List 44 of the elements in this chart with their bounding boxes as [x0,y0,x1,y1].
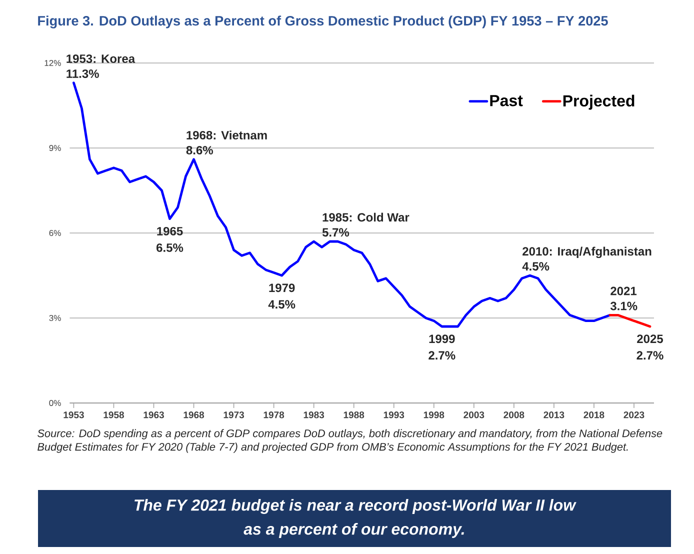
x-tick-label: 2018 [584,412,604,418]
annotation: 1999 [429,334,455,344]
data-label: 3.1% [610,302,638,310]
x-tick-label: 1968 [184,412,204,418]
x-tick-label: 2008 [504,412,524,418]
x-tick-label: 1998 [424,412,444,418]
data-label: 4.5% [268,300,296,309]
data-label: 11.3% [66,69,99,78]
x-tick-label: 2013 [544,412,564,418]
data-label: 5.7% [322,228,350,237]
annotation: 2025 [637,334,663,344]
annotation: 1953: Korea [66,54,136,63]
x-tick-label: 2023 [624,412,644,418]
data-label: 8.6% [186,146,213,154]
y-tick-label: 9% [49,144,61,151]
data-label: 2.7% [428,351,456,360]
data-label: 4.5% [522,262,550,271]
x-tick-label: 1983 [304,412,324,418]
data-label: 6.5% [156,243,184,252]
annotation: 2010: Iraq/Afghanistan [522,246,652,258]
chart-title: Figure 3. DoD Outlays as a Percent of Gross Domestic Product (GDP) FY 1953 – FY 2025 [38,16,608,28]
line-series [608,314,652,328]
x-tick-label: 1973 [224,412,244,418]
x-tick-label: 1953 [64,412,84,418]
source-note: Source: DoD spending as a percent of GDP compares DoD outlays, both discretionary and mandatory, from the National Defense Budget Estimates for FY 2020 (Table 7-7) and projected GDP from OMB’s Economic Assumptions for the FY 2021 Budget. [38,429,662,453]
data-label: 2.7% [636,351,664,360]
x-tick-label: 1963 [144,412,164,418]
y-tick-label: 3% [49,314,61,321]
legend-label: Projected [563,94,634,110]
x-tick-label: 1988 [344,412,364,418]
x-tick-label: 1978 [264,412,284,418]
annotation: 1979 [269,284,295,292]
x-tick-label: 1993 [384,412,404,418]
y-tick-label: 12% [44,60,61,66]
annotation: 1985: Cold War [322,212,410,222]
x-tick-label: 2003 [464,412,484,418]
annotation: 1965 [157,226,183,236]
y-tick-label: 0% [49,400,61,406]
x-tick-label: 1958 [104,412,124,418]
annotation: 1968: Vietnam [186,130,267,140]
legend-label: Past [490,95,523,106]
y-tick-label: 6% [49,230,61,236]
text: The FY 2021 budget is near a record post-World War II low as a percent of our economy. [134,499,576,538]
annotation: 2021 [610,286,637,296]
